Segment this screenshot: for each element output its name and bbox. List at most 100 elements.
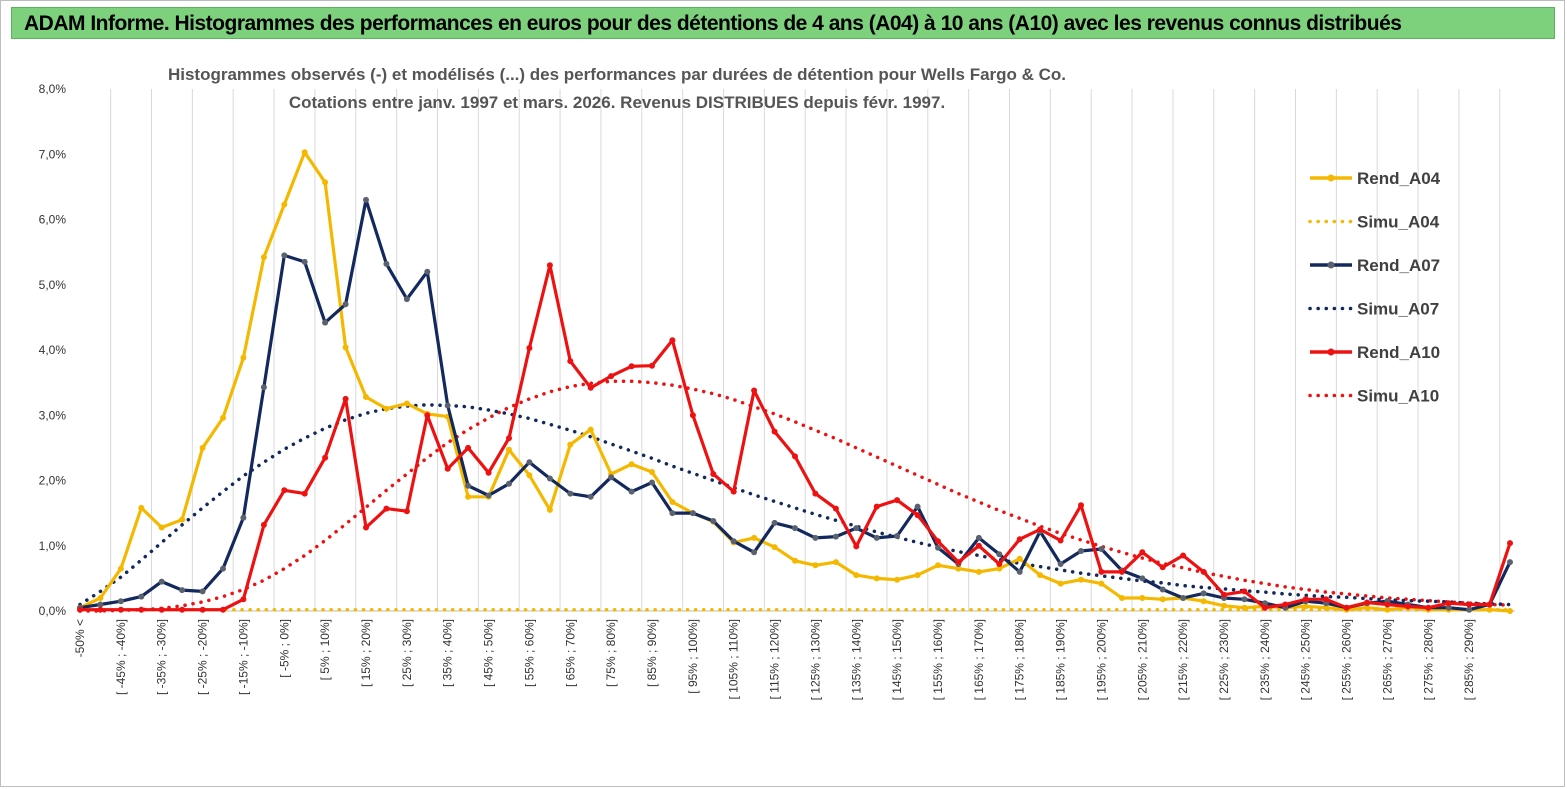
report-header: ADAM Informe. Histogrammes des performan… — [11, 7, 1555, 39]
data-point — [1016, 568, 1023, 575]
data-point — [526, 459, 533, 466]
data-point — [117, 565, 124, 572]
data-point — [1180, 552, 1187, 559]
data-point — [1302, 603, 1309, 610]
data-point — [792, 557, 798, 564]
data-point — [199, 588, 206, 595]
chart-title-block: Histogrammes observés (-) et modélisés (… — [168, 65, 1066, 112]
data-point — [1221, 602, 1227, 609]
x-tick-label: [ 235% ; 240%] — [1258, 619, 1272, 700]
data-point — [1200, 568, 1207, 575]
data-point — [363, 524, 369, 531]
data-point — [281, 252, 288, 259]
data-point — [1057, 580, 1064, 587]
vertical-gridlines — [110, 89, 1501, 611]
data-point — [1159, 564, 1166, 571]
data-point — [689, 510, 696, 517]
data-point — [465, 493, 472, 500]
series-layer — [77, 149, 1513, 614]
data-point — [751, 387, 758, 394]
data-point — [97, 595, 104, 601]
x-tick-label: [ -5% ; 0%] — [277, 619, 291, 678]
y-tick-label: 4,0% — [39, 343, 67, 357]
x-tick-label: [ 35% ; 40%] — [441, 619, 455, 687]
data-point — [1037, 572, 1044, 579]
y-tick-label: 2,0% — [39, 474, 67, 488]
data-point — [649, 362, 655, 369]
data-point — [240, 354, 247, 361]
data-point — [832, 559, 839, 566]
data-point — [179, 516, 186, 523]
data-point — [587, 493, 594, 500]
data-point — [628, 488, 635, 495]
data-point — [873, 534, 880, 541]
data-point — [996, 565, 1003, 572]
data-point — [1241, 588, 1248, 595]
data-point — [587, 384, 594, 391]
legend-item: Simu_A04 — [1308, 213, 1440, 232]
legend-label: Rend_A07 — [1357, 256, 1440, 275]
data-point — [608, 474, 615, 481]
x-axis: -50% < [ -45% ; -40%] [ -35% ; -30%] [ -25%… — [73, 619, 1476, 700]
data-point — [301, 490, 308, 497]
data-point — [1466, 606, 1473, 613]
data-point — [342, 395, 349, 402]
data-point — [342, 301, 349, 308]
legend-marker — [1327, 348, 1335, 356]
data-point — [567, 490, 574, 497]
data-point — [403, 400, 410, 407]
data-point — [97, 606, 104, 613]
data-point — [955, 559, 962, 566]
data-point — [138, 606, 145, 613]
data-point — [792, 453, 798, 460]
data-point — [403, 296, 410, 303]
data-point — [1016, 555, 1023, 562]
chart-title-line-1: Histogrammes observés (-) et modélisés (… — [168, 65, 1066, 84]
x-tick-label: [ -15% ; -10%] — [236, 619, 250, 695]
data-point — [424, 412, 431, 419]
data-point — [1118, 568, 1125, 575]
x-tick-label: [ 45% ; 50%] — [482, 619, 496, 687]
data-point — [710, 518, 717, 524]
data-point — [1384, 606, 1391, 613]
data-point — [1445, 600, 1452, 607]
data-point — [996, 561, 1003, 567]
data-point — [1364, 599, 1370, 606]
y-tick-label: 1,0% — [39, 539, 67, 553]
series-simu-a10 — [78, 379, 1512, 613]
data-point — [260, 254, 267, 261]
data-point — [199, 606, 206, 613]
data-point — [1180, 595, 1187, 601]
data-point — [812, 490, 819, 497]
legend-item: Rend_A04 — [1310, 169, 1441, 188]
legend-marker — [1327, 174, 1335, 182]
data-point — [526, 345, 533, 351]
series-rend-a07 — [77, 196, 1513, 613]
data-point — [383, 260, 390, 267]
data-point — [220, 606, 226, 613]
data-point — [1261, 604, 1268, 611]
data-point — [1241, 604, 1248, 611]
data-point — [669, 499, 676, 505]
data-point — [1323, 596, 1330, 603]
data-point — [853, 543, 860, 550]
data-point — [730, 538, 737, 545]
data-point — [1364, 604, 1370, 611]
x-tick-label: [ 255% ; 260%] — [1340, 619, 1354, 700]
x-tick-label: [ 245% ; 250%] — [1299, 619, 1313, 700]
data-point — [587, 426, 594, 433]
data-point — [1078, 502, 1084, 509]
data-point — [975, 568, 982, 575]
data-point — [1098, 546, 1105, 552]
legend-item: Simu_A10 — [1308, 387, 1439, 406]
x-tick-label: [ -45% ; -40%] — [114, 619, 128, 695]
chart-title-line-2: Cotations entre janv. 1997 et mars. 2026… — [289, 93, 945, 112]
x-tick-label: [ 25% ; 30%] — [400, 619, 414, 687]
legend-item: Rend_A07 — [1310, 256, 1440, 275]
data-point — [403, 508, 410, 515]
data-point — [1384, 601, 1391, 608]
data-point — [689, 412, 696, 419]
data-point — [1016, 536, 1023, 543]
